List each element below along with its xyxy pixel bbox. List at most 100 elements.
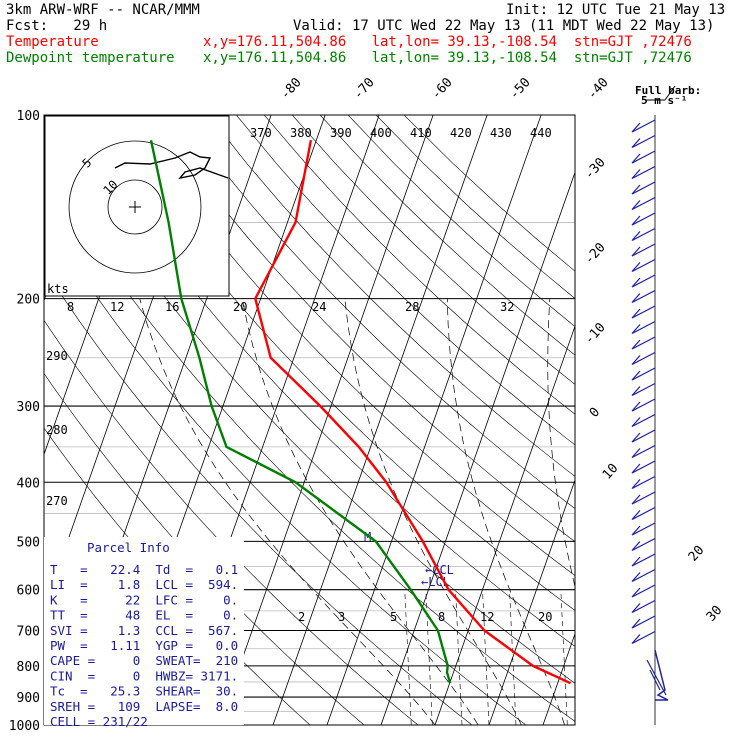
header-forecast: Fcst: 29 h — [6, 18, 107, 34]
pressure-tick-label: 900 — [17, 691, 40, 706]
wind-barb — [631, 413, 656, 428]
wind-scale-label: 20 — [233, 300, 247, 314]
wind-barb — [631, 212, 656, 226]
wind-scale-label: 12 — [110, 300, 124, 314]
parcel-info-row: Tc = 25.3 SHEAR= 30. — [50, 684, 238, 699]
hodograph-ring-10 — [68, 140, 202, 274]
theta-label: 440 — [530, 126, 552, 140]
dry-adiabat — [44, 120, 575, 684]
mixing-ratio-label: 2 — [298, 610, 305, 624]
isotherm-label: -60 — [429, 75, 456, 102]
mixing-ratio-label: 5 — [390, 610, 397, 624]
location-temperature: x,y=176.11,504.86 lat,lon= 39.13,-108.54… — [203, 34, 692, 50]
isotherm-label: 20 — [686, 543, 708, 565]
wind-barb — [631, 165, 656, 180]
isotherm — [434, 324, 575, 725]
mixing-ratio-label: 20 — [538, 610, 552, 624]
mixing-ratio-label: 8 — [438, 610, 445, 624]
wind-barb-low — [654, 649, 669, 701]
wind-barb — [631, 196, 656, 211]
isotherm — [0, 115, 1, 725]
isotherm — [488, 478, 575, 725]
isotherm — [597, 115, 740, 725]
wind-barb — [631, 429, 656, 443]
isotherm — [380, 171, 575, 725]
wind-barb — [631, 522, 656, 536]
dewpoint-line — [149, 139, 452, 684]
location-dewpoint: x,y=176.11,504.86 lat,lon= 39.13,-108.54… — [203, 50, 692, 66]
wind-barb — [631, 150, 656, 164]
moist-adiabat — [241, 298, 479, 725]
isotherm-label: -80 — [278, 75, 305, 102]
wind-barb — [631, 181, 656, 195]
wind-barb — [631, 274, 656, 288]
wind-scale-label: 16 — [165, 300, 179, 314]
wind-barb — [631, 227, 656, 242]
wind-barb — [631, 475, 656, 490]
wind-barb — [631, 444, 656, 459]
isotherm-label: -30 — [582, 155, 609, 182]
wind-barb — [631, 630, 656, 645]
dry-adiabat — [44, 217, 527, 725]
moist-adiabat — [344, 298, 522, 725]
hodograph-panel — [44, 115, 230, 297]
theta-label: 280 — [46, 423, 68, 437]
wind-barb — [631, 336, 656, 350]
wind-barb — [631, 615, 656, 629]
temperature-line — [254, 139, 572, 685]
pressure-tick-label: 400 — [17, 476, 40, 491]
isotherm-label: -40 — [585, 75, 612, 102]
mixing-ratio-label: 3 — [338, 610, 345, 624]
parcel-info-row: T = 22.4 Td = 0.1 — [50, 562, 238, 577]
dry-adiabat — [263, 115, 575, 415]
dry-adiabat — [44, 267, 473, 725]
isotherm-label: -50 — [507, 75, 534, 102]
wind-scale-label: 8 — [67, 300, 74, 314]
barb-legend-tick — [664, 85, 676, 101]
pressure-tick-label: 700 — [17, 625, 40, 640]
mixing-ratio-label: 12 — [480, 610, 494, 624]
isotherm — [326, 115, 542, 725]
header-init: Init: 12 UTC Tue 21 May 13 — [506, 2, 725, 18]
parcel-info-box: Parcel Info T = 22.4 Td = 0.1LI = 1.8 LC… — [44, 537, 244, 729]
parcel-info-row: CELL = 231/22 — [50, 714, 148, 729]
isotherm — [218, 115, 434, 725]
wind-barb — [631, 398, 656, 412]
moist-adiabat — [446, 298, 565, 725]
theta-label: 370 — [250, 126, 272, 140]
hodograph-ring-5 — [107, 179, 163, 235]
parcel-info-row: TT = 48 EL = 0. — [50, 608, 238, 623]
dry-adiabat — [208, 115, 575, 477]
wind-barb — [631, 351, 656, 366]
isotherm-label: 0 — [587, 405, 603, 421]
wind-barb — [631, 289, 656, 304]
dry-adiabat — [180, 115, 575, 510]
isotherm-label: 30 — [704, 603, 726, 625]
isotherm-label: 10 — [600, 461, 622, 483]
isotherm — [705, 115, 740, 725]
wind-barb — [631, 382, 656, 397]
pressure-tick-label: 300 — [17, 400, 40, 415]
wind-scale-label: 24 — [312, 300, 326, 314]
theta-label: 290 — [46, 349, 68, 363]
isotherm-label: -70 — [351, 75, 378, 102]
wind-scale-label: kts — [47, 282, 69, 296]
parcel-info-row: LI = 1.8 LCL = 594. — [50, 577, 238, 592]
theta-label: 390 — [330, 126, 352, 140]
mixing-ratio-line — [560, 589, 568, 725]
wind-barb — [631, 243, 656, 257]
dry-adiabat — [44, 168, 575, 722]
wind-barb — [631, 599, 656, 614]
dry-adiabat — [319, 115, 575, 356]
dry-adiabat — [291, 115, 575, 385]
wind-barb — [631, 506, 656, 521]
header-valid: Valid: 17 UTC Wed 22 May 13 (11 MDT Wed … — [293, 18, 714, 34]
theta-label: 400 — [370, 126, 392, 140]
pressure-tick-label: 800 — [17, 660, 40, 675]
header-model: 3km ARW-WRF -- NCAR/MMM — [6, 2, 200, 18]
theta-label: 420 — [450, 126, 472, 140]
wind-barb — [631, 584, 656, 598]
pressure-tick-label: 1000 — [9, 719, 40, 734]
moist-adiabat — [547, 298, 575, 589]
